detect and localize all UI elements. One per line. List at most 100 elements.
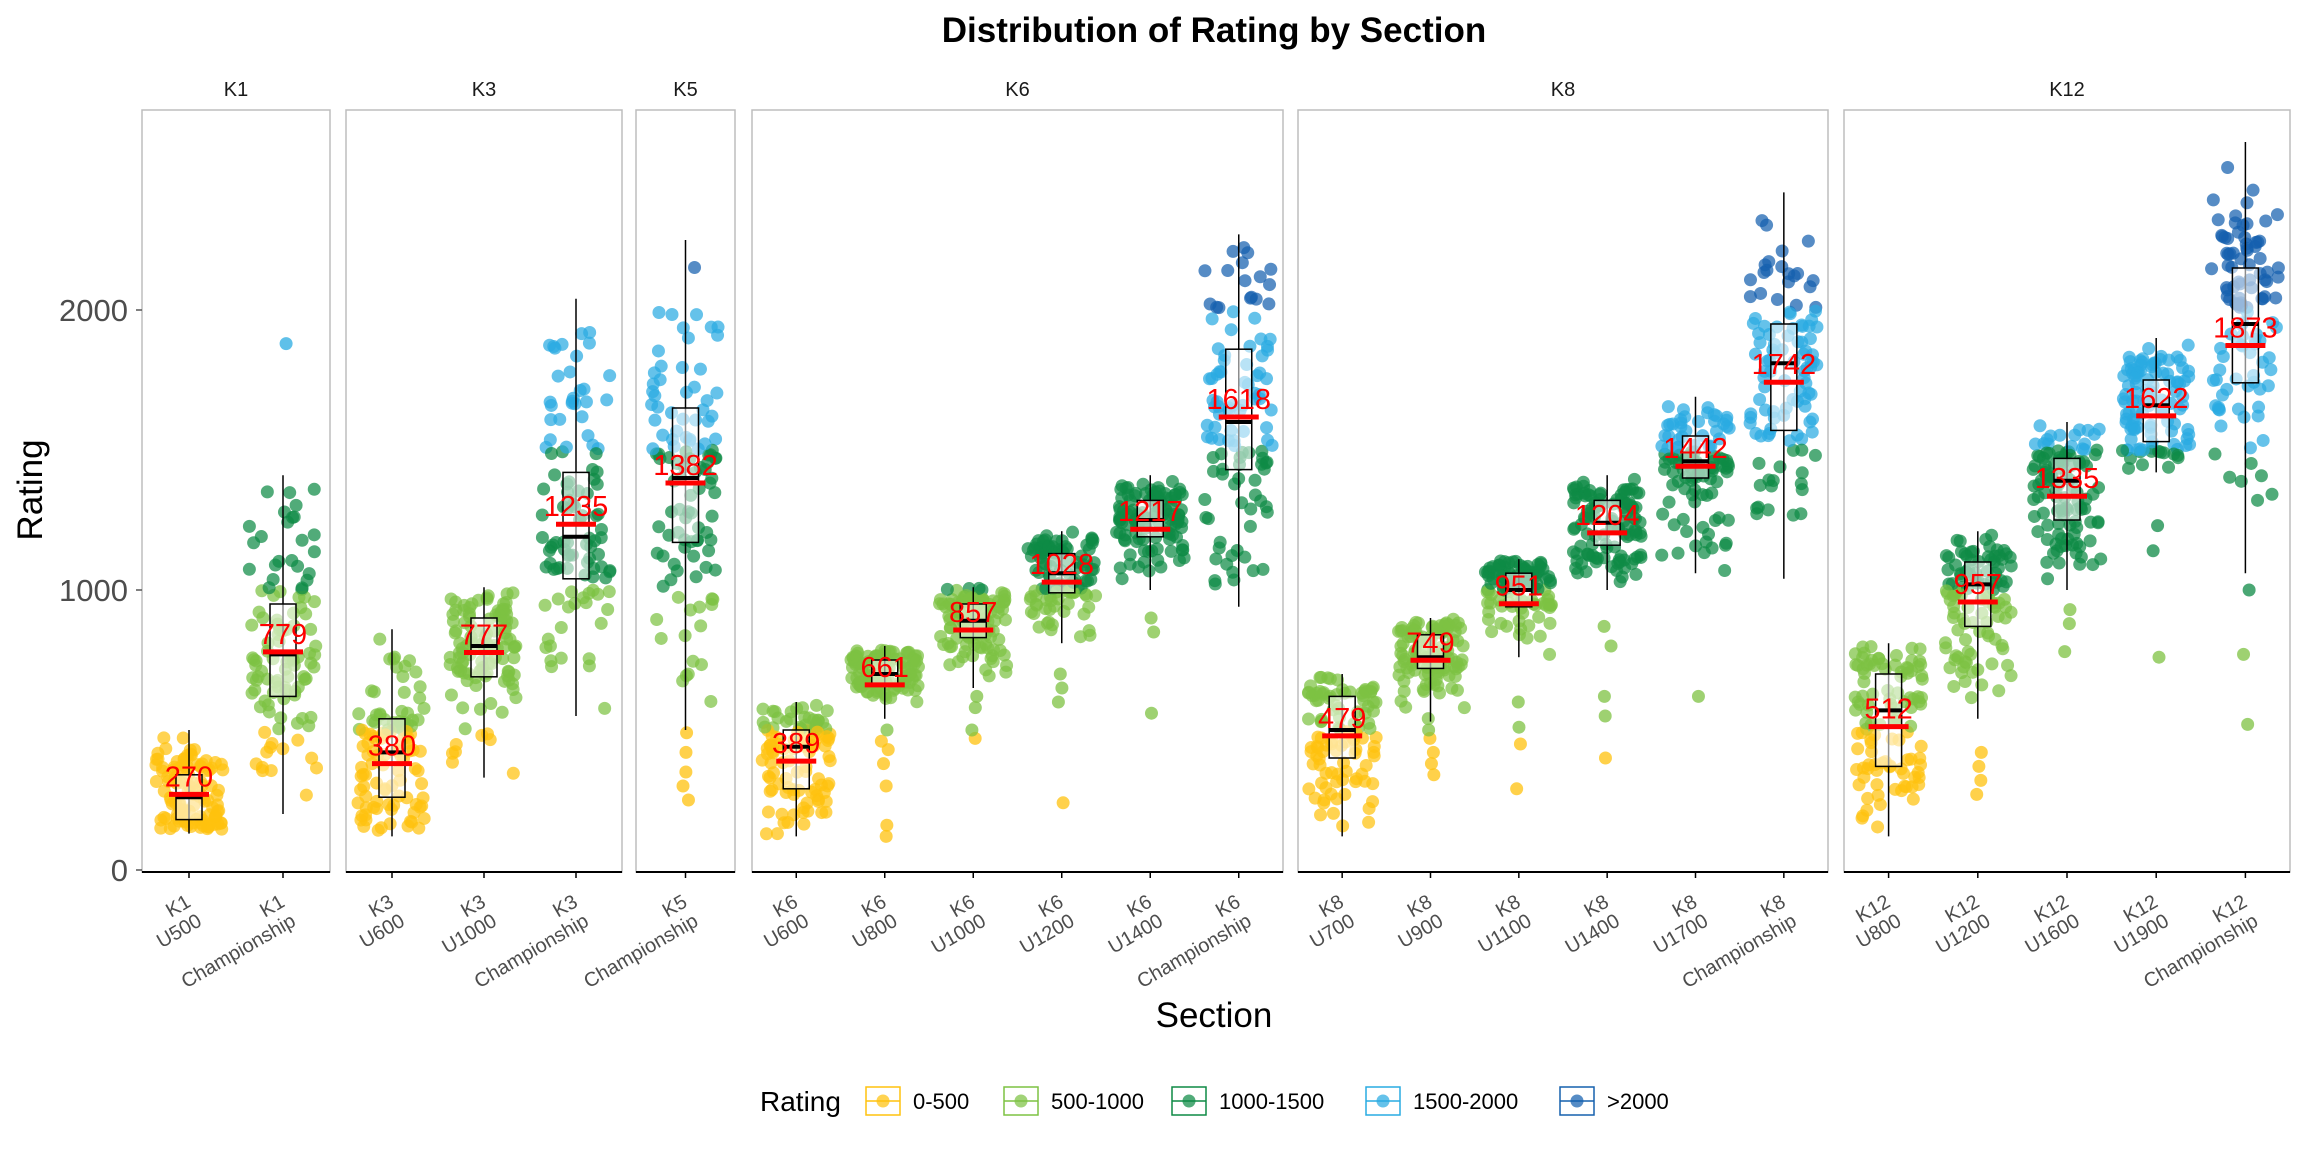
legend-key-point (1376, 1094, 1390, 1108)
data-point (1628, 512, 1642, 526)
data-point (1803, 332, 1817, 346)
data-point (1678, 410, 1692, 424)
data-point (2162, 460, 2176, 474)
data-point (706, 592, 720, 606)
facet-strip-label: K8 (1551, 79, 1575, 101)
data-point (1536, 562, 1550, 576)
data-point (1627, 472, 1641, 486)
outlier-point (2151, 519, 2165, 533)
mean-label: 1028 (1029, 549, 1094, 581)
data-point (967, 638, 981, 652)
data-point (561, 600, 575, 614)
data-point (1861, 791, 1875, 805)
data-point (1077, 607, 1091, 621)
data-point (705, 509, 719, 523)
mean-label: 777 (460, 619, 508, 651)
data-point (2004, 669, 2018, 683)
data-point (1205, 431, 1219, 445)
data-point (413, 691, 427, 705)
data-point (551, 592, 565, 606)
data-point (307, 545, 321, 559)
box (2053, 457, 2081, 521)
data-point (594, 523, 608, 537)
data-point (509, 639, 523, 653)
legend-label: 0-500 (913, 1089, 969, 1114)
section-group: 661 K6U800 (844, 643, 925, 953)
data-point (2259, 214, 2273, 228)
data-point (2167, 437, 2181, 451)
data-point (2206, 193, 2220, 207)
data-point (554, 621, 568, 635)
data-point (700, 525, 714, 539)
data-point (547, 339, 561, 353)
data-point (1448, 669, 1462, 683)
data-point (1795, 466, 1809, 480)
data-point (1748, 311, 1762, 325)
data-point (409, 665, 423, 679)
data-point (2066, 538, 2080, 552)
data-point (359, 789, 373, 803)
data-point (295, 581, 309, 595)
data-point (600, 393, 614, 407)
data-point (1250, 369, 1264, 383)
outlier-point (1974, 773, 1988, 787)
data-point (2212, 401, 2226, 415)
data-point (1226, 244, 1240, 258)
data-point (543, 639, 557, 653)
outlier-point (2242, 583, 2256, 597)
data-point (1667, 518, 1681, 532)
jitter-points (645, 260, 725, 807)
data-point (1671, 546, 1685, 560)
data-point (2169, 384, 2183, 398)
mean-label: 857 (949, 597, 997, 629)
data-point (255, 760, 269, 774)
data-point (397, 685, 411, 699)
data-point (940, 582, 954, 596)
data-point (645, 398, 659, 412)
data-point (573, 383, 587, 397)
data-point (1594, 486, 1608, 500)
data-point (307, 528, 321, 542)
data-point (2255, 292, 2269, 306)
data-point (1302, 782, 1316, 796)
data-point (1710, 424, 1724, 438)
data-point (1857, 675, 1871, 689)
data-point (1066, 525, 1080, 539)
data-point (2001, 658, 2015, 672)
data-point (972, 581, 986, 595)
data-point (1253, 270, 1267, 284)
data-point (2026, 462, 2040, 476)
jitter-points (443, 586, 523, 780)
data-point (2170, 350, 2184, 364)
data-point (551, 369, 565, 383)
data-point (602, 585, 616, 599)
data-point (1995, 638, 2009, 652)
mean-label: 1873 (2213, 313, 2278, 345)
data-point (1362, 801, 1376, 815)
data-point (1982, 629, 1996, 643)
data-point (999, 665, 1013, 679)
data-point (507, 651, 521, 665)
jitter-points (1848, 640, 1929, 834)
data-point (1369, 695, 1383, 709)
data-point (1365, 681, 1379, 695)
data-point (1324, 787, 1338, 801)
data-point (1958, 675, 1972, 689)
data-point (355, 760, 369, 774)
data-point (1206, 393, 1220, 407)
data-point (1912, 695, 1926, 709)
outlier-point (1427, 768, 1441, 782)
data-point (1662, 495, 1676, 509)
data-point (475, 728, 489, 742)
data-point (170, 755, 184, 769)
data-point (1662, 429, 1676, 443)
data-point (1230, 543, 1244, 557)
data-point (1805, 425, 1819, 439)
data-point (2220, 382, 2234, 396)
data-point (1871, 820, 1885, 834)
data-point (687, 549, 701, 563)
data-point (766, 704, 780, 718)
data-point (1253, 392, 1267, 406)
